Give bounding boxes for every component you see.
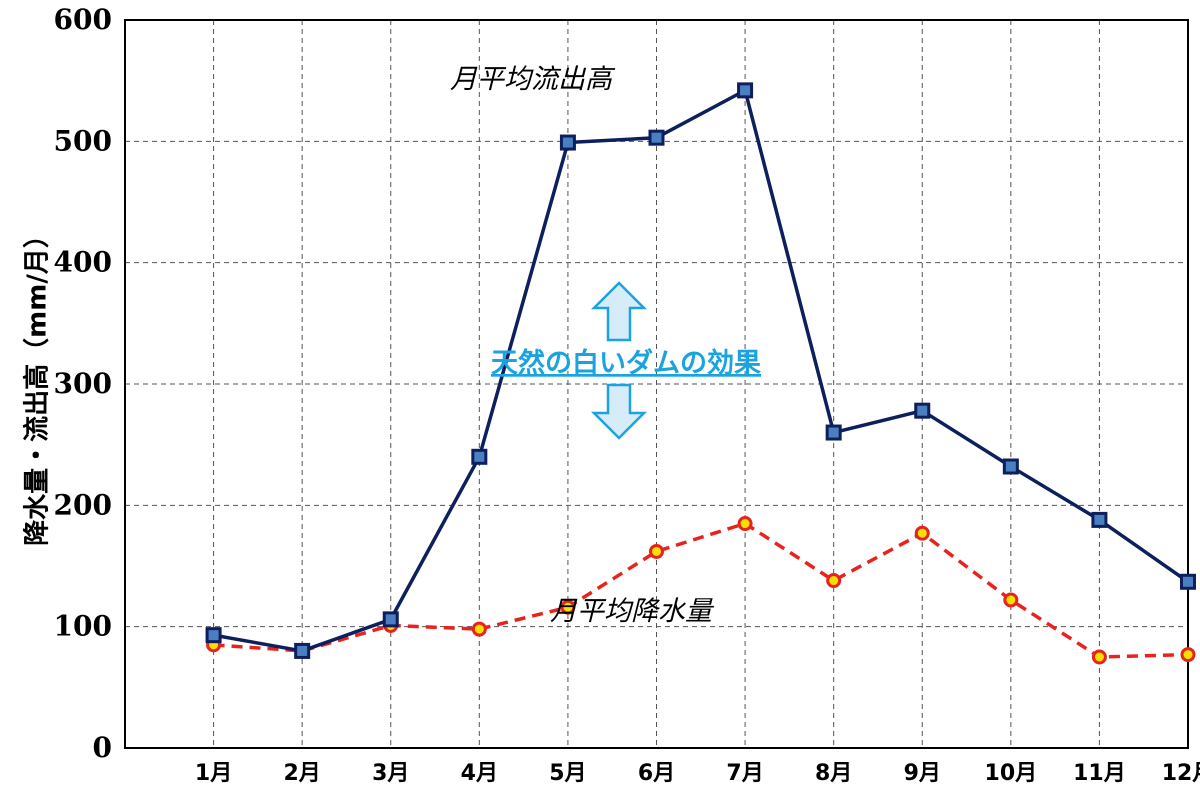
annotation-text: 天然の白いダムの効果 xyxy=(491,347,761,379)
x-tick-label: 3月 xyxy=(372,761,409,786)
y-tick-label: 0 xyxy=(93,731,112,764)
x-tick-label: 10月 xyxy=(985,761,1038,786)
data-point-precipitation xyxy=(1180,647,1196,663)
data-point-precipitation xyxy=(914,525,930,541)
data-point-precipitation xyxy=(1091,649,1107,665)
x-tick-label: 9月 xyxy=(904,761,941,786)
data-point-runoff xyxy=(382,611,399,628)
x-tick-label: 5月 xyxy=(549,761,586,786)
series-layer xyxy=(205,82,1196,665)
series-line-0 xyxy=(213,88,1190,653)
series-label-precipitation: 月平均降水量 xyxy=(550,596,715,627)
x-tick-label: 4月 xyxy=(461,761,498,786)
data-point-runoff xyxy=(648,129,665,146)
data-point-precipitation xyxy=(737,516,753,532)
down-arrow-icon xyxy=(590,383,648,440)
annotation-effect: 天然の白いダムの効果 xyxy=(491,281,761,440)
y-tick-label: 400 xyxy=(54,246,112,279)
y-axis-ticks: 0 100 200 300 400 500 600 xyxy=(54,3,112,764)
data-point-runoff xyxy=(1091,511,1108,528)
data-point-precipitation xyxy=(471,621,487,637)
up-arrow-icon xyxy=(590,281,648,342)
plot-area-frame xyxy=(124,19,1189,749)
series-label-runoff: 月平均流出高 xyxy=(450,64,616,95)
data-point-runoff xyxy=(825,424,842,441)
x-tick-label: 2月 xyxy=(284,761,321,786)
x-tick-label: 12月 xyxy=(1162,761,1200,786)
data-point-runoff xyxy=(559,134,576,151)
data-point-runoff xyxy=(471,448,488,465)
data-point-precipitation xyxy=(560,599,576,615)
y-tick-label: 100 xyxy=(54,610,112,643)
series-line-1 xyxy=(213,521,1189,659)
x-tick-label: 6月 xyxy=(638,761,675,786)
data-point-runoff xyxy=(914,402,931,419)
data-point-precipitation xyxy=(649,543,664,559)
y-axis-label: 降水量・流出高（mm/月） xyxy=(22,222,53,546)
y-tick-label: 200 xyxy=(54,488,112,521)
y-tick-label: 300 xyxy=(54,367,112,400)
data-point-runoff xyxy=(737,82,754,99)
x-tick-label: 8月 xyxy=(815,761,852,786)
data-point-runoff xyxy=(1180,573,1196,590)
x-tick-label: 7月 xyxy=(726,761,763,786)
data-point-runoff xyxy=(1002,458,1019,475)
data-point-runoff xyxy=(205,627,222,644)
x-axis-ticks: 1月 2月 3月 4月 5月 6月 7月 8月 9月 10月 11月 12月 xyxy=(195,761,1200,786)
x-tick-label: 11月 xyxy=(1073,761,1126,786)
y-tick-label: 600 xyxy=(54,3,112,36)
data-point-precipitation xyxy=(1003,592,1019,608)
y-tick-label: 500 xyxy=(54,124,112,157)
data-point-runoff xyxy=(294,642,311,659)
grid xyxy=(125,20,1189,748)
data-point-precipitation xyxy=(826,573,842,589)
x-tick-label: 1月 xyxy=(195,761,232,786)
